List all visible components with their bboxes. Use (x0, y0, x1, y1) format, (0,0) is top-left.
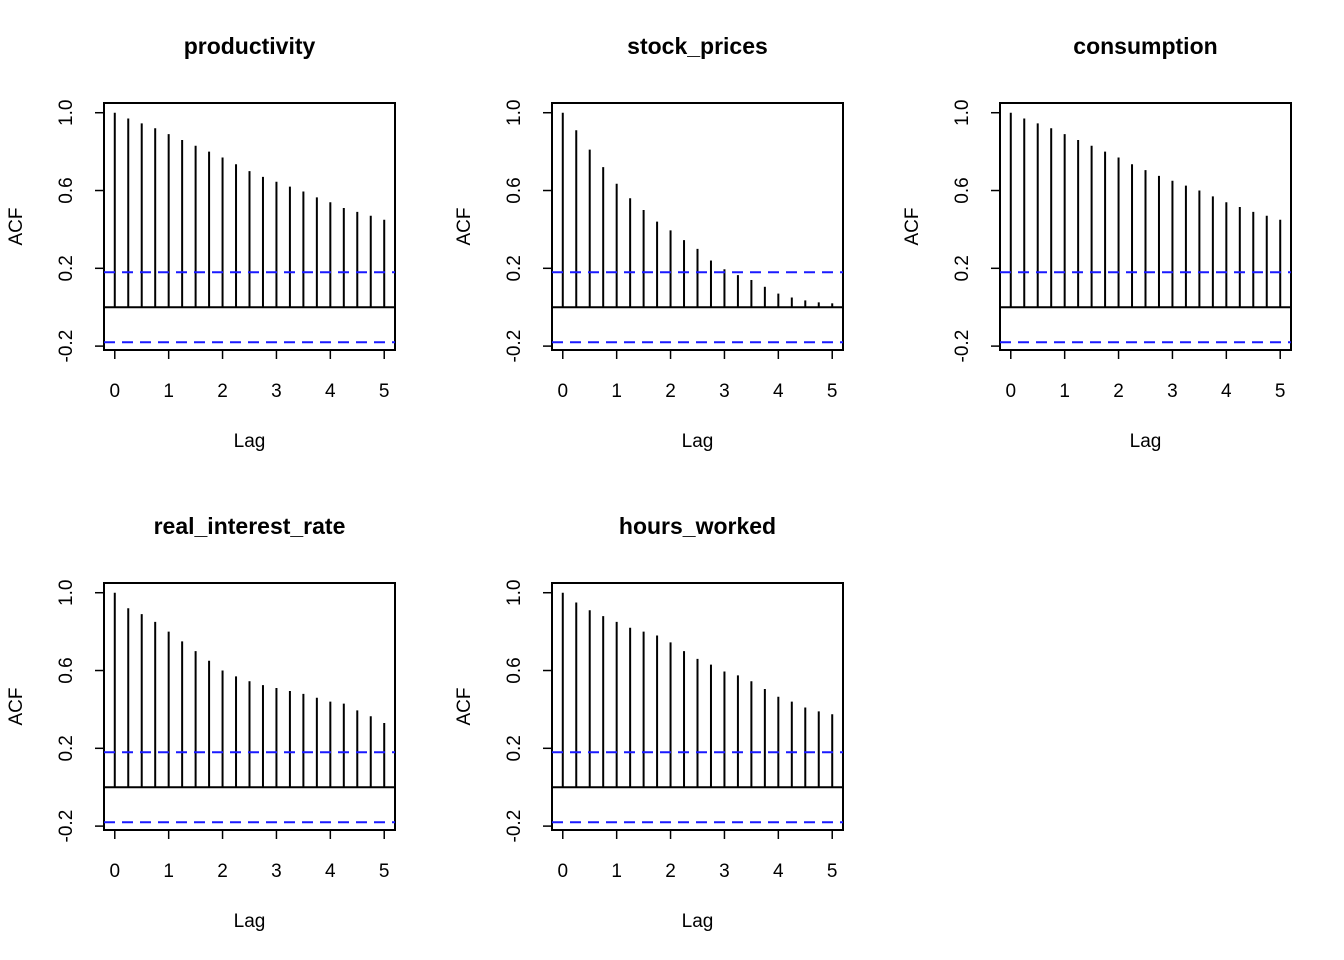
x-tick-label: 0 (109, 861, 120, 882)
x-tick-label: 3 (271, 381, 282, 402)
x-tick-label: 2 (665, 861, 676, 882)
y-axis-label: ACF (454, 208, 475, 246)
y-tick-label: -0.2 (504, 330, 525, 363)
panel-title: consumption (1073, 33, 1217, 59)
y-tick-label: 0.2 (504, 735, 525, 761)
panel-title: productivity (184, 33, 316, 59)
plot-frame (103, 102, 396, 351)
x-tick-label: 4 (325, 381, 336, 402)
y-axis-label: ACF (902, 208, 923, 246)
plot-frame (103, 582, 396, 831)
x-tick-label: 2 (665, 381, 676, 402)
x-tick-label: 1 (611, 861, 622, 882)
x-tick-label: 5 (827, 861, 838, 882)
x-tick-label: 1 (163, 381, 174, 402)
y-tick-label: 0.2 (952, 255, 973, 281)
y-tick-label: -0.2 (56, 330, 77, 363)
x-tick-label: 3 (271, 861, 282, 882)
acf-panel-stock-prices: stock_prices 0 1 2 3 4 5 -0.2 0.2 0.6 1.0 Lag ACF (454, 33, 844, 452)
y-tick-label: 1.0 (952, 100, 973, 126)
x-tick-label: 5 (827, 381, 838, 402)
x-tick-label: 0 (109, 381, 120, 402)
x-axis-label: Lag (234, 431, 266, 452)
x-tick-label: 4 (325, 861, 336, 882)
y-tick-label: 0.6 (56, 657, 77, 683)
y-tick-label: -0.2 (504, 810, 525, 843)
acf-panel-hours-worked: hours_worked 0 1 2 3 4 5 -0.2 0.2 0.6 1.0 Lag ACF (454, 513, 844, 932)
y-axis-label: ACF (6, 688, 27, 726)
x-tick-label: 2 (217, 861, 228, 882)
x-tick-label: 3 (719, 381, 730, 402)
x-tick-label: 2 (1113, 381, 1124, 402)
y-axis-label: ACF (6, 208, 27, 246)
x-tick-label: 5 (379, 381, 390, 402)
x-tick-label: 5 (379, 861, 390, 882)
x-tick-label: 4 (773, 381, 784, 402)
x-tick-label: 0 (557, 381, 568, 402)
plot-frame (999, 102, 1292, 351)
y-tick-label: 1.0 (504, 580, 525, 606)
y-tick-label: 0.6 (952, 177, 973, 203)
y-tick-label: 1.0 (504, 100, 525, 126)
x-axis-label: Lag (682, 911, 714, 932)
x-tick-label: 3 (719, 861, 730, 882)
acf-panel-real-interest-rate: real_interest_rate 0 1 2 3 4 5 -0.2 0.2 0.6 1.0 Lag… (6, 513, 396, 932)
x-tick-label: 1 (1059, 381, 1070, 402)
y-tick-label: 1.0 (56, 580, 77, 606)
x-tick-label: 3 (1167, 381, 1178, 402)
y-tick-label: 1.0 (56, 100, 77, 126)
x-tick-label: 4 (1221, 381, 1232, 402)
panel-title: stock_prices (627, 33, 768, 59)
acf-panel-productivity: productivity 0 1 2 3 4 5 -0.2 0.2 0.6 1.0 Lag ACF (6, 33, 396, 452)
plot-frame (551, 102, 844, 351)
y-tick-label: -0.2 (952, 330, 973, 363)
x-tick-label: 5 (1275, 381, 1286, 402)
x-tick-label: 4 (773, 861, 784, 882)
x-tick-label: 2 (217, 381, 228, 402)
x-axis-label: Lag (682, 431, 714, 452)
y-tick-label: 0.6 (504, 177, 525, 203)
x-axis-label: Lag (1130, 431, 1162, 452)
panel-title: hours_worked (619, 513, 776, 539)
x-axis-label: Lag (234, 911, 266, 932)
x-tick-label: 1 (611, 381, 622, 402)
panel-title: real_interest_rate (154, 513, 346, 539)
acf-panel-consumption: consumption 0 1 2 3 4 5 -0.2 0.2 0.6 1.0 Lag ACF (902, 33, 1292, 452)
y-tick-label: 0.2 (504, 255, 525, 281)
y-tick-label: 0.2 (56, 255, 77, 281)
y-tick-label: 0.2 (56, 735, 77, 761)
plot-frame (551, 582, 844, 831)
y-tick-label: 0.6 (504, 657, 525, 683)
x-tick-label: 1 (163, 861, 174, 882)
y-tick-label: 0.6 (56, 177, 77, 203)
y-tick-label: -0.2 (56, 810, 77, 843)
x-tick-label: 0 (557, 861, 568, 882)
x-tick-label: 0 (1005, 381, 1016, 402)
y-axis-label: ACF (454, 688, 475, 726)
